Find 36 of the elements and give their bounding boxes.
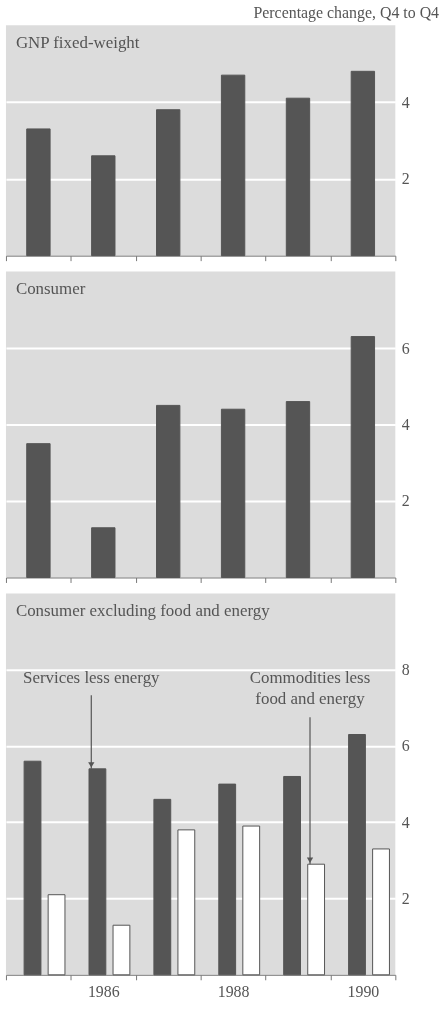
bar (348, 734, 366, 976)
x-tick-label: 1990 (347, 983, 380, 1001)
bar (26, 443, 51, 578)
y-tick-label: 6 (401, 737, 410, 755)
bar (91, 155, 116, 257)
y-tick-label: 8 (401, 661, 410, 679)
x-tick-label: 1988 (217, 983, 250, 1001)
text: GNP fixed-weight (15, 33, 140, 53)
bar (283, 775, 302, 976)
y-tick-label: 4 (401, 813, 410, 831)
y-tick-label: 2 (401, 170, 410, 188)
bar (218, 783, 237, 976)
y-tick-label: 4 (401, 93, 410, 111)
bar (350, 336, 376, 578)
y-tick-label: 6 (401, 339, 410, 357)
bar (285, 97, 311, 257)
text: Services less energy (23, 667, 161, 687)
x-tick-label: 1986 (87, 983, 120, 1001)
text: Commodities less food and energy (249, 667, 371, 709)
bar (220, 408, 246, 578)
y-tick-label: 2 (401, 889, 410, 907)
chart-title: Consumer (15, 279, 86, 299)
bar (156, 404, 181, 578)
y-axis-title: Percentage change, Q4 to Q4 (253, 4, 440, 23)
chart-title: Consumer excluding food and energy (15, 601, 271, 621)
y-tick-label: 4 (401, 415, 410, 433)
bar (26, 128, 51, 257)
bar (91, 527, 116, 578)
bar (112, 924, 131, 976)
bar (23, 760, 42, 976)
bar (156, 109, 181, 257)
bar (220, 74, 246, 257)
bar (350, 70, 376, 257)
y-tick-label: 2 (401, 492, 410, 510)
bar (153, 798, 172, 976)
bar (285, 401, 311, 578)
